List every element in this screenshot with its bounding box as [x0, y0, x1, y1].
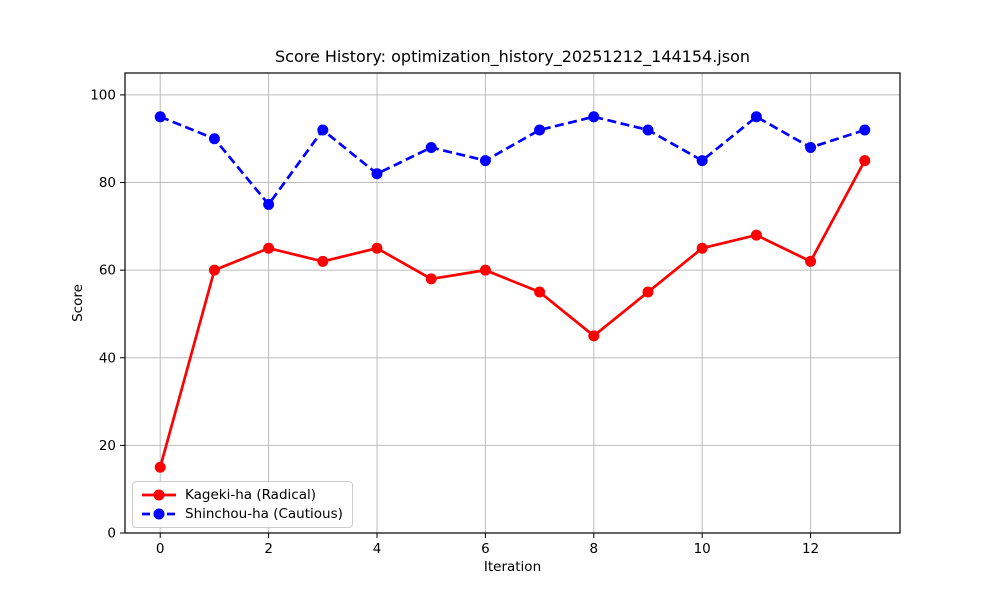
data-point-series-0 — [750, 229, 762, 241]
y-tick-label: 40 — [99, 350, 116, 366]
x-axis-label: Iteration — [483, 559, 542, 575]
data-point-series-1 — [479, 155, 491, 167]
chart-title: Score History: optimization_history_2025… — [274, 47, 751, 66]
legend-item-radical: Kageki-ha (Radical) — [140, 487, 343, 503]
data-point-series-1 — [534, 124, 546, 136]
x-tick-label: 10 — [694, 541, 711, 557]
y-axis-label: Score — [70, 284, 86, 322]
legend-sample-dashed-line-icon — [142, 508, 176, 520]
data-point-series-1 — [208, 133, 220, 145]
data-point-series-0 — [317, 255, 329, 267]
y-tick-label: 0 — [107, 526, 116, 542]
data-point-series-1 — [425, 141, 437, 153]
series-line-0 — [158, 159, 866, 468]
x-tick-label: 12 — [802, 541, 819, 557]
legend-item-cautious: Shinchou-ha (Cautious) — [140, 506, 343, 522]
data-point-series-0 — [208, 264, 220, 276]
data-point-series-1 — [696, 155, 708, 167]
y-tick-label: 60 — [99, 263, 116, 279]
data-point-series-1 — [588, 111, 600, 123]
data-point-series-0 — [425, 273, 437, 285]
plot-border — [124, 72, 901, 534]
data-point-series-1 — [371, 168, 383, 180]
x-tick-label: 6 — [481, 541, 490, 557]
y-tick-label: 20 — [99, 438, 116, 454]
data-point-series-1 — [859, 124, 871, 136]
y-tick-label: 80 — [99, 175, 116, 191]
x-tick-label: 8 — [589, 541, 598, 557]
data-point-series-0 — [479, 264, 491, 276]
data-point-series-0 — [859, 155, 871, 167]
data-point-series-1 — [317, 124, 329, 136]
y-tick-label: 100 — [90, 87, 116, 103]
legend-sample-solid-line-icon — [142, 489, 176, 501]
data-point-series-1 — [642, 124, 654, 136]
data-point-series-0 — [805, 255, 817, 267]
data-point-series-0 — [534, 286, 546, 298]
legend-label-cautious: Shinchou-ha (Cautious) — [185, 506, 343, 522]
data-point-series-1 — [263, 198, 275, 210]
data-point-series-0 — [696, 242, 708, 254]
legend: Kageki-ha (Radical) Shinchou-ha (Cautiou… — [132, 481, 353, 528]
x-tick-label: 0 — [156, 541, 165, 557]
series-line-1 — [159, 115, 866, 206]
data-point-series-0 — [588, 330, 600, 342]
data-point-series-0 — [642, 286, 654, 298]
data-point-series-1 — [154, 111, 166, 123]
data-point-series-0 — [263, 242, 275, 254]
legend-label-radical: Kageki-ha (Radical) — [185, 487, 316, 503]
x-tick-label: 2 — [264, 541, 273, 557]
data-point-series-1 — [805, 141, 817, 153]
x-tick-label: 4 — [373, 541, 382, 557]
data-point-series-0 — [371, 242, 383, 254]
data-point-series-0 — [154, 461, 166, 473]
data-point-series-1 — [750, 111, 762, 123]
